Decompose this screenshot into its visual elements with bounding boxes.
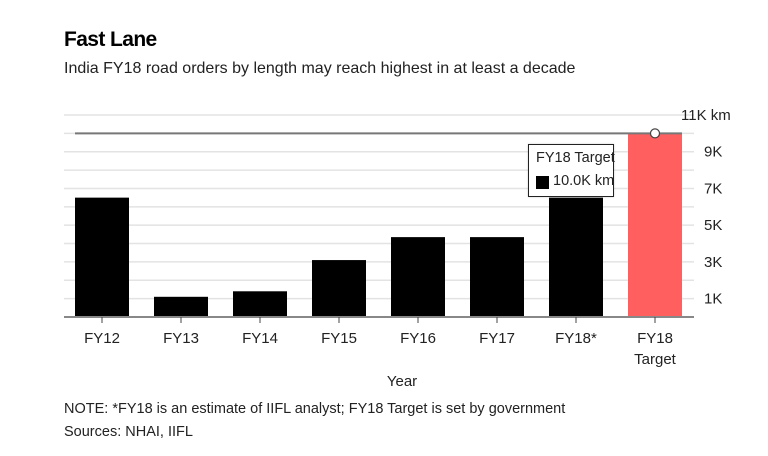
footnote: NOTE: *FY18 is an estimate of IIFL analy… [64, 401, 566, 417]
bars [75, 133, 682, 317]
y-tick-label: 5K [704, 217, 722, 234]
x-tick-label: FY17 [479, 330, 515, 347]
x-tick-label: Target [634, 351, 677, 368]
y-tick-label: 1K [704, 291, 722, 308]
chart-subtitle: India FY18 road orders by length may rea… [64, 60, 576, 77]
tooltip-value: 10.0K km [553, 173, 615, 189]
legend-swatch-icon [536, 176, 549, 189]
x-tick-labels: FY12 FY13 FY14 FY15 FY16 FY17 FY18* FY18 Target [84, 330, 677, 368]
x-tick-label: FY12 [84, 330, 120, 347]
x-axis-label: Year [387, 373, 417, 390]
x-tick-label: FY18 [637, 330, 673, 347]
y-axis: 1K 3K 5K 7K 9K 11K km [681, 107, 731, 308]
target-reference-line [75, 128, 682, 139]
x-tick-label: FY16 [400, 330, 436, 347]
x-tick-label: FY14 [242, 330, 278, 347]
bar [549, 197, 603, 317]
bar [391, 237, 445, 317]
tooltip: FY18 Target 10.0K km [528, 144, 615, 197]
x-axis [64, 316, 694, 323]
y-tick-label: 11K km [681, 107, 731, 124]
tooltip-title: FY18 Target [536, 150, 615, 166]
source-note: Sources: NHAI, IIFL [64, 424, 193, 440]
bar [470, 237, 524, 317]
bar [233, 291, 287, 317]
bar [312, 260, 366, 317]
y-tick-label: 9K [704, 144, 722, 161]
y-tick-label: 7K [704, 180, 722, 197]
bar [154, 296, 208, 317]
bar [75, 197, 129, 317]
x-tick-label: FY13 [163, 330, 199, 347]
x-tick-label: FY18* [555, 330, 597, 347]
chart-title: Fast Lane [64, 28, 157, 51]
x-tick-label: FY15 [321, 330, 357, 347]
target-bar [628, 133, 682, 317]
target-marker [649, 128, 661, 139]
y-tick-label: 3K [704, 254, 722, 271]
